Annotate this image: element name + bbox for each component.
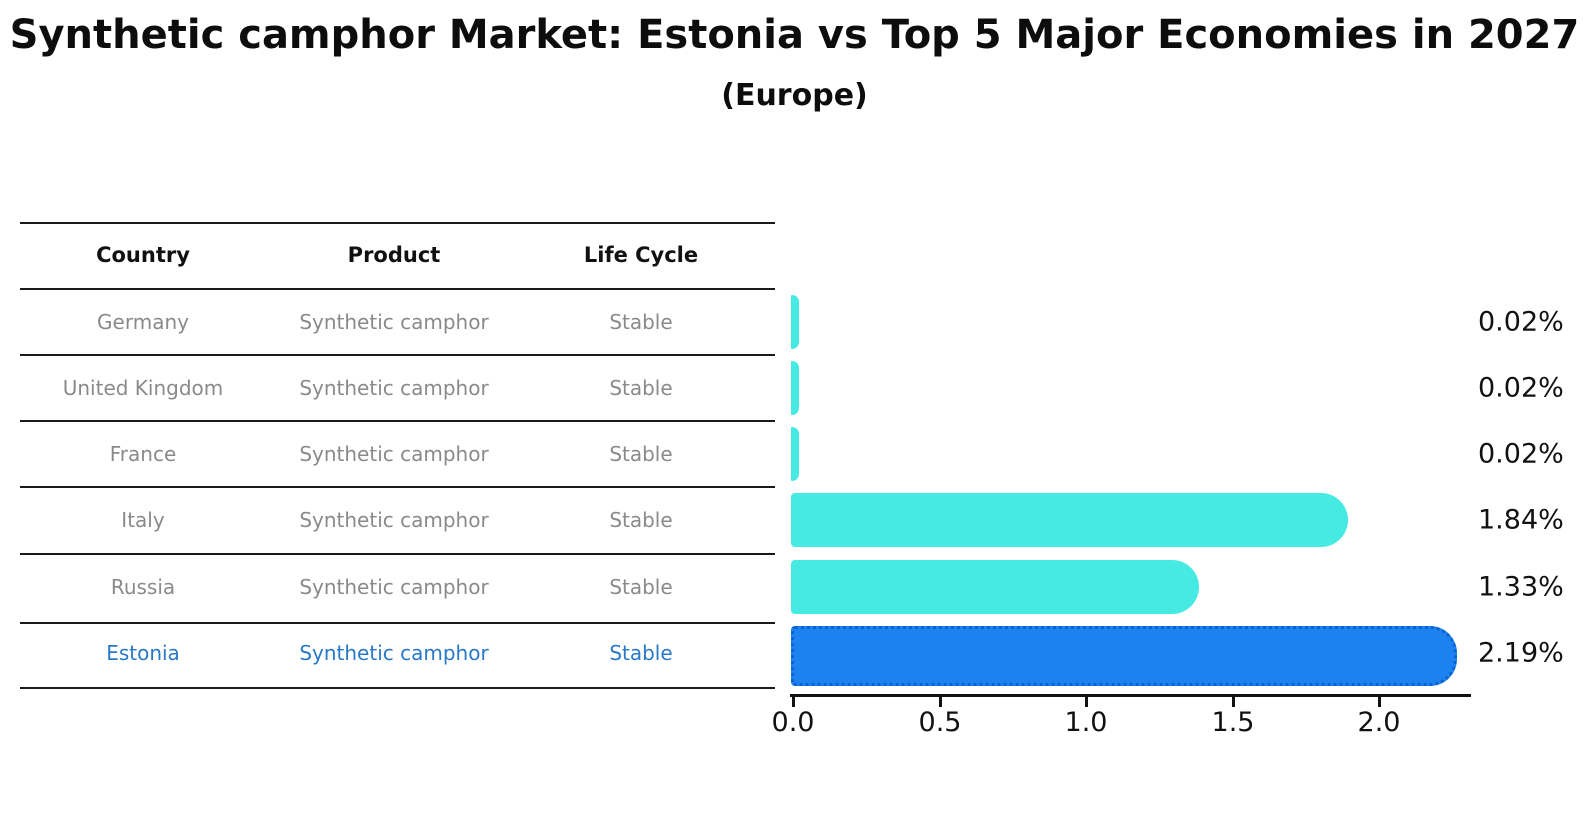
bar-value-label: 0.02% [1478,306,1564,338]
table-cell-row0-col0: Germany [97,310,189,334]
table-cell-row3-col2: Stable [609,508,673,532]
table-cell-row3-col1: Synthetic camphor [299,508,489,532]
table-header-product: Product [347,243,441,267]
table-rule [20,288,775,290]
chart-title: Synthetic camphor Market: Estonia vs Top… [9,12,1580,58]
bar-value-label: 1.84% [1478,504,1564,536]
table-rule [20,222,775,224]
bar-estonia [791,626,1457,686]
table-cell-row5-col0: Estonia [106,641,180,665]
x-axis-tick [792,697,795,707]
x-axis-tick-label: 0.5 [918,707,962,738]
x-axis-tick [1232,697,1235,707]
bar-value-label: 0.02% [1478,372,1564,404]
bar-value-label: 2.19% [1478,637,1564,669]
x-axis-tick [1085,697,1088,707]
table-cell-row1-col1: Synthetic camphor [299,376,489,400]
table-cell-row5-col1: Synthetic camphor [299,641,489,665]
table-rule [20,622,775,624]
chart-subtitle: (Europe) [721,78,868,113]
table-rule [20,553,775,555]
bar-france [791,427,799,481]
table-rule [20,354,775,356]
table-cell-row5-col2: Stable [609,641,673,665]
bar-united-kingdom [791,361,799,415]
table-cell-row2-col1: Synthetic camphor [299,442,489,466]
x-axis-tick [1378,697,1381,707]
table-cell-row3-col0: Italy [121,508,165,532]
table-cell-row0-col1: Synthetic camphor [299,310,489,334]
table-header-country: Country [96,243,190,267]
table-cell-row0-col2: Stable [609,310,673,334]
bar-russia [791,560,1199,614]
x-axis-tick-label: 2.0 [1357,707,1401,738]
table-cell-row2-col2: Stable [609,442,673,466]
table-rule [20,420,775,422]
table-cell-row2-col0: France [109,442,177,466]
bar-italy [791,493,1348,547]
x-axis-tick-label: 1.0 [1064,707,1108,738]
bar-value-label: 1.33% [1478,571,1564,603]
table-cell-row1-col2: Stable [609,376,673,400]
bar-value-label: 0.02% [1478,438,1564,470]
x-axis-line [790,694,1471,697]
table-header-life-cycle: Life Cycle [583,243,699,267]
table-cell-row4-col1: Synthetic camphor [299,575,489,599]
table-cell-row4-col0: Russia [110,575,176,599]
bar-germany [791,295,799,349]
table-cell-row1-col0: United Kingdom [62,376,224,400]
x-axis-tick [939,697,942,707]
table-rule [20,486,775,488]
table-rule [20,687,775,689]
x-axis-tick-label: 0.0 [771,707,815,738]
x-axis-tick-label: 1.5 [1211,707,1255,738]
table-cell-row4-col2: Stable [609,575,673,599]
